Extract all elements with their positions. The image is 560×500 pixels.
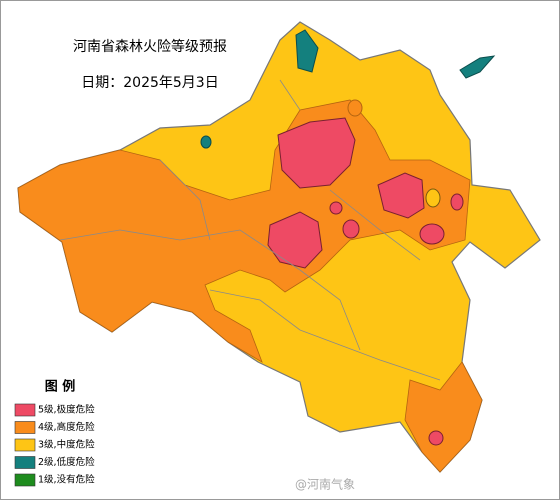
legend-swatch: [14, 456, 36, 469]
region-level2: [200, 135, 212, 149]
legend-label: 5级,极度危险: [38, 404, 95, 416]
legend-swatch: [14, 421, 36, 434]
region-level4: [404, 361, 483, 473]
region-level5: [277, 117, 356, 189]
legend-swatch: [14, 403, 36, 417]
region-level5: [377, 172, 425, 219]
region-level5: [329, 201, 343, 215]
region-level3: [425, 188, 441, 208]
map-date: 日期：2025年5月3日: [81, 75, 218, 91]
region-level5: [419, 223, 445, 245]
legend-label: 1级,没有危险: [38, 474, 95, 486]
region-level5: [342, 219, 360, 239]
region-level5: [428, 430, 444, 446]
legend-swatch: [14, 473, 36, 487]
region-level4: [347, 99, 363, 117]
legend-label: 3级,中度危险: [38, 439, 95, 451]
boundary: [59, 79, 441, 381]
region-level5: [450, 193, 464, 211]
legend-label: 2级,低度危险: [38, 456, 95, 468]
legend-title: 图 例: [45, 379, 76, 395]
region-level4: [17, 99, 471, 363]
region-level2: [295, 29, 319, 73]
watermark: @河南气象: [295, 477, 355, 492]
region-level2: [459, 55, 496, 79]
legend-label: 4级,高度危险: [38, 421, 95, 433]
region-level5: [267, 211, 323, 269]
legend-swatch: [14, 438, 36, 452]
map-title: 河南省森林火险等级预报: [73, 38, 227, 55]
legend: 图 例 5级,极度危险 4级,高度危险 3级,中度危险 2级,低度危险 1级,没有危险: [14, 379, 95, 487]
map: [17, 21, 541, 473]
